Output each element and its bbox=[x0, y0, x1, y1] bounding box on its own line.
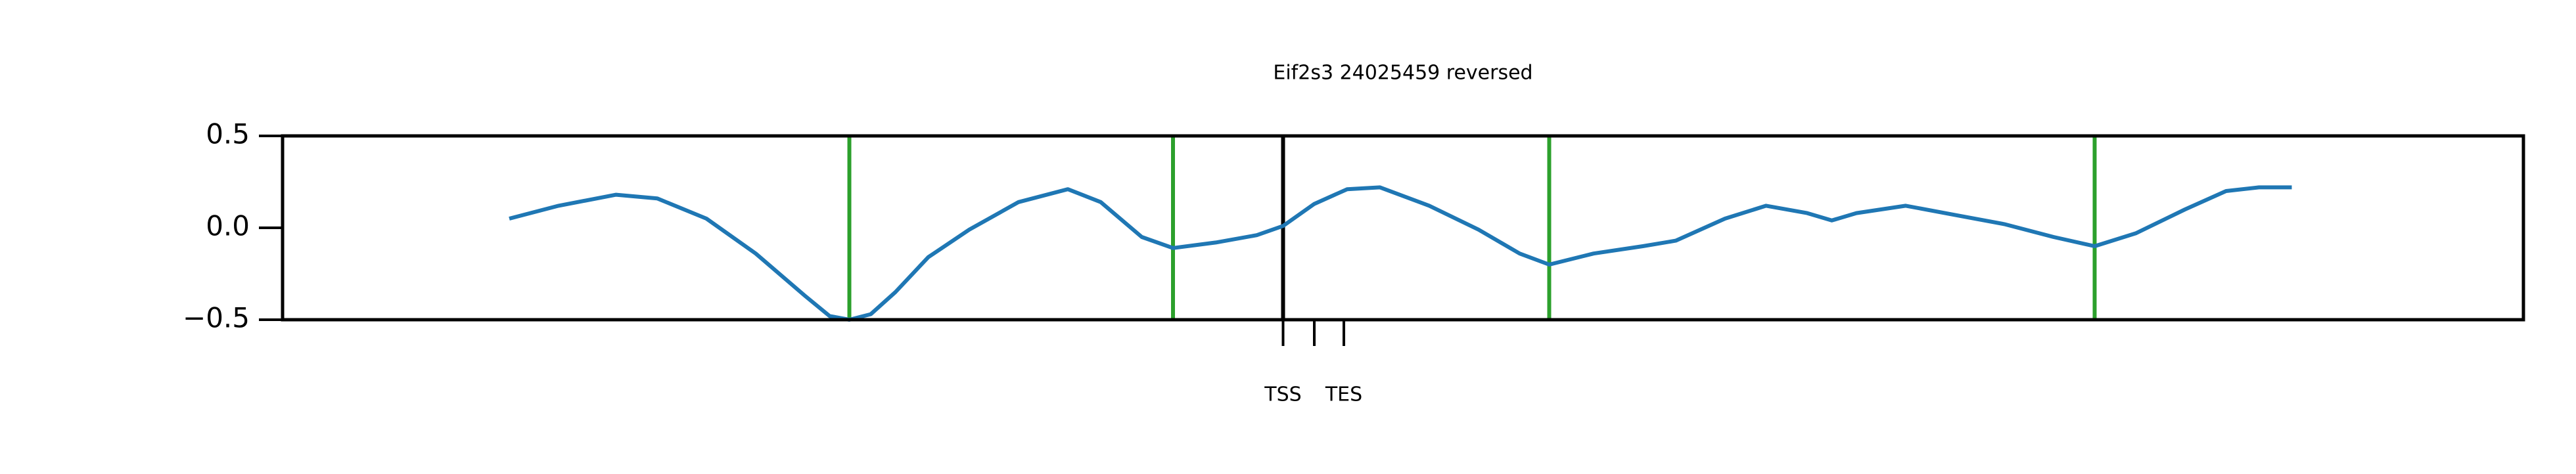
x-tick-label: TES bbox=[1325, 383, 1362, 406]
y-tick-label: 0.5 bbox=[206, 118, 250, 150]
y-tick-label: −0.5 bbox=[183, 302, 250, 334]
line bbox=[509, 185, 2292, 322]
chart-title: Eif2s3 24025459 reversed bbox=[1273, 62, 1532, 85]
x-tick-label: TSS bbox=[1264, 383, 1301, 406]
y-tick-label: 0.0 bbox=[206, 210, 250, 242]
axes-frame bbox=[281, 134, 2525, 322]
